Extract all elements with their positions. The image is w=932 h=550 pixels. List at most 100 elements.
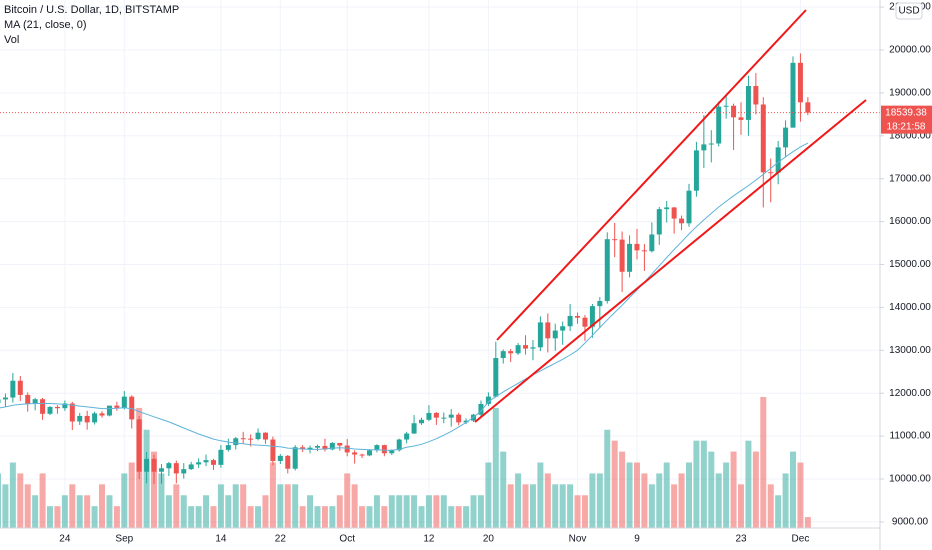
volume-bar <box>17 473 24 528</box>
candle-body <box>396 439 402 451</box>
volume-bar <box>492 407 499 528</box>
chart-title: Bitcoin / U.S. Dollar, 1D, BITSTAMP <box>4 4 179 16</box>
candle-body <box>381 445 387 454</box>
candle-body <box>374 445 380 451</box>
indicator-label[interactable]: MA (21, close, 0) <box>4 19 87 31</box>
volume-bar <box>54 506 61 528</box>
volume-bar <box>589 473 596 528</box>
y-tick-label: 12000.00 <box>889 388 931 399</box>
candle-body <box>255 432 261 440</box>
candle-body <box>54 406 60 409</box>
candle-body <box>604 239 610 301</box>
volume-bar <box>790 451 797 528</box>
candle-body <box>515 345 521 354</box>
volume-bar <box>165 495 172 528</box>
volume-bar <box>277 484 284 528</box>
last-price-label: 18539.38 <box>885 107 927 118</box>
volume-bar <box>76 495 83 528</box>
volume-bar <box>373 495 380 528</box>
volume-bar <box>128 462 135 528</box>
last-price-box <box>881 105 932 134</box>
volume-bar <box>195 506 202 528</box>
candle-body <box>47 406 53 414</box>
volume-bar <box>760 397 767 528</box>
volume-bar <box>61 495 68 528</box>
volume-bar <box>700 440 707 528</box>
volume-bar <box>529 484 536 528</box>
volume-bar <box>2 484 9 528</box>
candle-body <box>775 147 781 173</box>
volume-bar <box>425 495 432 528</box>
volume-bar <box>99 484 106 528</box>
candle-body <box>790 62 796 128</box>
x-tick-label: Sep <box>115 534 133 545</box>
volume-bar <box>284 484 291 528</box>
x-tick-label: 9 <box>634 534 640 545</box>
candle-body <box>62 403 68 409</box>
volume-bar <box>9 462 16 528</box>
volume-label[interactable]: Vol <box>4 34 19 46</box>
candle-body <box>708 143 714 145</box>
volume-bar <box>247 506 254 528</box>
y-tick-label: 10000.00 <box>889 474 931 485</box>
volume-bar <box>47 506 54 528</box>
volume-bar <box>752 451 759 528</box>
volume-bar <box>91 506 98 528</box>
y-tick-label: 19000.00 <box>889 88 931 99</box>
volume-bar <box>775 495 782 528</box>
candle-body <box>69 403 75 422</box>
candle-body <box>151 458 157 472</box>
volume-bar <box>611 440 618 528</box>
candle-body <box>433 412 439 418</box>
y-tick-label: 16000.00 <box>889 216 931 227</box>
candle-body <box>367 450 372 456</box>
candle-body <box>493 358 499 397</box>
candle-body <box>560 326 566 331</box>
volume-bar <box>232 484 239 528</box>
volume-bar <box>656 473 663 528</box>
currency-button[interactable] <box>895 2 923 20</box>
currency-label[interactable]: USD <box>898 6 919 17</box>
candle-body <box>523 345 529 349</box>
volume-bar <box>113 506 120 528</box>
volume-bar <box>180 495 187 528</box>
candle-body <box>760 104 766 173</box>
candle-body <box>129 396 135 420</box>
candle-body <box>218 449 224 465</box>
candle-body <box>203 460 209 463</box>
volume-bar <box>596 473 603 528</box>
candle-body <box>575 315 581 318</box>
candle-body <box>322 445 328 450</box>
candle-body <box>404 433 410 440</box>
candle-body <box>144 458 150 472</box>
x-tick-label: 12 <box>423 534 435 545</box>
candle-body <box>679 218 685 224</box>
volume-bar <box>403 495 410 528</box>
volume-bar <box>69 484 76 528</box>
volume-bar <box>804 517 811 528</box>
candle-body <box>99 413 105 416</box>
candle-body <box>426 412 432 420</box>
volume-bar <box>626 462 633 528</box>
candle-body <box>158 468 164 472</box>
candle-body <box>210 460 216 465</box>
volume-bar <box>507 484 514 528</box>
volume-bar <box>440 495 447 528</box>
candle-body <box>240 438 246 440</box>
volume-bar <box>314 506 321 528</box>
volume-bar <box>255 506 262 528</box>
volume-bar <box>544 473 551 528</box>
candle-body <box>597 300 603 307</box>
candle-body <box>337 442 343 446</box>
x-tick-label: Nov <box>569 534 587 545</box>
trend-line[interactable] <box>496 9 807 341</box>
trend-line[interactable] <box>474 99 867 423</box>
candle-body <box>173 463 179 474</box>
volume-bar <box>344 473 351 528</box>
volume-bar <box>767 484 774 528</box>
candle-body <box>166 463 172 469</box>
x-tick-label: 22 <box>275 534 287 545</box>
candle-body <box>731 105 737 118</box>
volume-bar <box>455 506 462 528</box>
candle-body <box>537 322 543 348</box>
